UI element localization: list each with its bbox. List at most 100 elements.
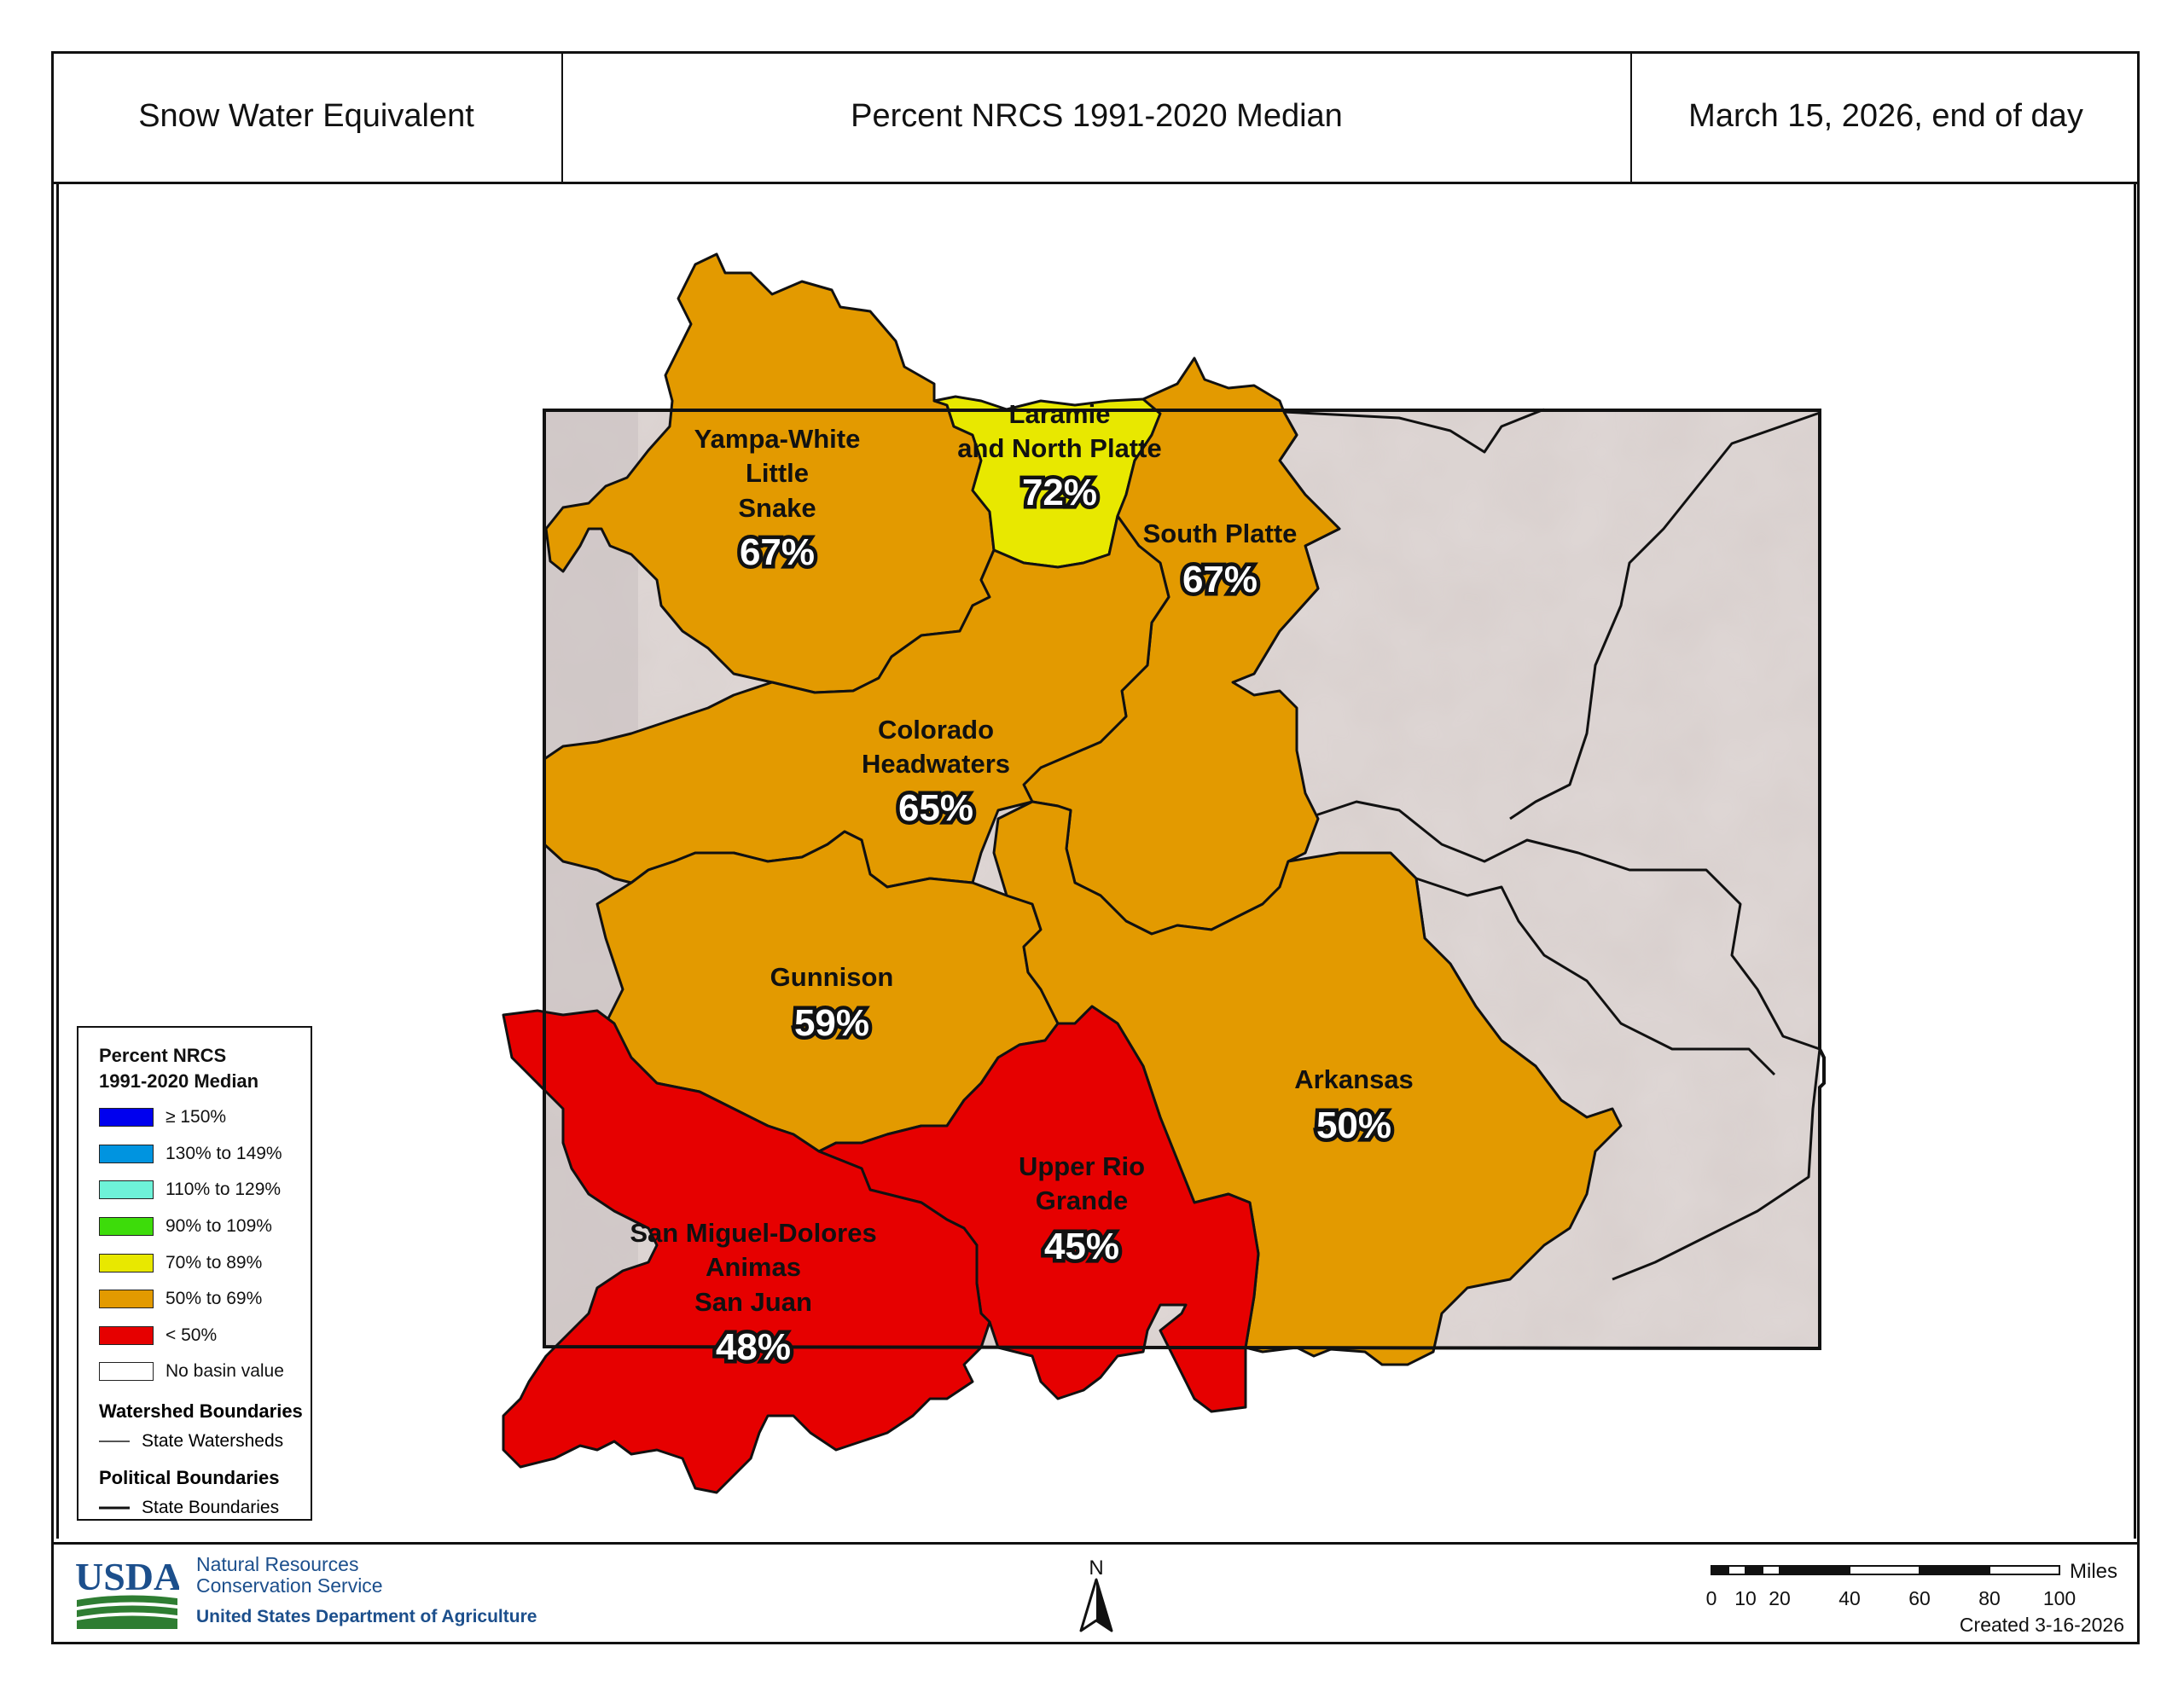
label-laramie-line2: and North Platte: [957, 433, 1161, 463]
label-gunnison-percent: 59%: [794, 1002, 869, 1044]
department-name: United States Department of Agriculture: [196, 1607, 537, 1626]
scale-segment: [1919, 1565, 1990, 1575]
legend-title-line1: Percent NRCS: [99, 1045, 227, 1066]
label-south-platte-line1: South Platte: [1143, 519, 1298, 548]
legend-item: 70% to 89%: [99, 1244, 311, 1281]
north-arrow-icon: N: [1079, 1557, 1113, 1632]
label-south-platte-percent: 67%: [1182, 559, 1258, 600]
state-boundary: [543, 409, 1826, 1351]
scale-tick: 20: [1769, 1587, 1791, 1609]
scale-segment: [1989, 1565, 2060, 1575]
legend-label: 110% to 129%: [166, 1180, 282, 1200]
label-colorado-headwaters-percent: 65%: [898, 787, 973, 829]
label-yampa-line1: Yampa-White: [694, 424, 861, 454]
label-arkansas-line1: Arkansas: [1294, 1064, 1414, 1094]
scale-tick: 60: [1908, 1587, 1931, 1609]
scale-tick: 0: [1706, 1587, 1717, 1609]
scale-tick: 40: [1838, 1587, 1861, 1609]
header-title-center: Percent NRCS 1991-2020 Median: [563, 51, 1632, 182]
label-san-miguel-percent: 48%: [716, 1326, 791, 1368]
legend-swatch-no-value: [99, 1362, 154, 1382]
legend-swatch-70: [99, 1253, 154, 1272]
agency-name: Natural Resources Conservation Service: [196, 1554, 383, 1597]
scale-ticks: 0 10 20 40 60 80 100: [1706, 1587, 2077, 1609]
label-laramie-percent: 72%: [1022, 472, 1097, 513]
label-upper-rio-grande-line1: Upper Rio: [1019, 1151, 1145, 1181]
legend-watershed-heading: Watershed Boundaries: [99, 1400, 303, 1422]
scale-unit: Miles: [2070, 1560, 2117, 1583]
basin-san-miguel: [502, 1009, 991, 1494]
north-arrow-fill: [1096, 1580, 1112, 1631]
legend-title-line2: 1991-2020 Median: [99, 1070, 259, 1092]
scale-segment: [1728, 1565, 1746, 1575]
header-date: March 15, 2026, end of day: [1688, 98, 2083, 134]
label-gunnison-line1: Gunnison: [770, 962, 894, 992]
legend-item: 130% to 149%: [99, 1136, 311, 1173]
legend-watershed-item: State Watersheds: [99, 1426, 311, 1457]
usda-logo-field-1: [77, 1595, 177, 1607]
label-upper-rio-grande-line2: Grande: [1036, 1186, 1129, 1215]
map-header: Snow Water Equivalent Percent NRCS 1991-…: [51, 51, 2140, 184]
map-footer: [51, 1542, 2140, 1644]
header-title-left: Snow Water Equivalent: [51, 51, 563, 182]
label-yampa-percent: 67%: [740, 531, 815, 573]
legend-swatch-below-50: [99, 1325, 154, 1345]
created-date: Created 3-16-2026: [1959, 1614, 2124, 1636]
legend-item: No basin value: [99, 1354, 311, 1390]
scale-bar: Miles 0 10 20 40 60 80 100: [1706, 1560, 2117, 1609]
legend-item: < 50%: [99, 1318, 311, 1354]
legend-label: 90% to 109%: [166, 1216, 272, 1237]
watershed-line-icon: [99, 1440, 130, 1442]
map-legend: Percent NRCS 1991-2020 Median ≥ 150% 130…: [77, 1026, 312, 1521]
legend-label: < 50%: [166, 1325, 218, 1345]
legend-item: 90% to 109%: [99, 1209, 311, 1245]
north-label: N: [1089, 1557, 1103, 1580]
legend-label: 130% to 149%: [166, 1143, 282, 1163]
label-san-miguel-line3: San Juan: [694, 1287, 812, 1317]
scale-bar-segments: [1711, 1565, 2060, 1575]
legend-item: 110% to 129%: [99, 1172, 311, 1209]
scale-tick: 80: [1978, 1587, 2001, 1609]
legend-swatch-90: [99, 1217, 154, 1237]
label-colorado-headwaters-line2: Headwaters: [862, 749, 1010, 779]
label-yampa-line3: Snake: [738, 493, 816, 523]
usda-logo-icon: USDA: [75, 1556, 179, 1629]
legend-item: 50% to 69%: [99, 1281, 311, 1318]
map-body: [56, 184, 2136, 1539]
label-san-miguel-line1: San Miguel-Dolores: [630, 1218, 876, 1248]
scale-segment: [1711, 1565, 1729, 1575]
label-arkansas-percent: 50%: [1316, 1104, 1391, 1146]
legend-watershed-label: State Watersheds: [142, 1430, 284, 1451]
legend-political-item: State Boundaries: [99, 1493, 311, 1523]
scale-segment: [1745, 1565, 1763, 1575]
legend-label: 70% to 89%: [166, 1252, 263, 1272]
usda-logo-field-3: [77, 1615, 177, 1629]
legend-item: ≥ 150%: [99, 1099, 311, 1136]
usda-logo-field-2: [77, 1605, 177, 1617]
agency-line-1: Natural Resources: [196, 1553, 359, 1575]
legend-swatch-130: [99, 1144, 154, 1163]
scale-segment: [1849, 1565, 1920, 1575]
scale-segment: [1779, 1565, 1850, 1575]
legend-swatch-50: [99, 1290, 154, 1309]
label-upper-rio-grande-percent: 45%: [1044, 1226, 1119, 1267]
label-san-miguel-line2: Animas: [706, 1252, 801, 1282]
legend-label: 50% to 69%: [166, 1289, 263, 1309]
legend-political-label: State Boundaries: [142, 1497, 280, 1517]
state-line-icon: [99, 1506, 130, 1510]
scale-tick: 100: [2043, 1587, 2076, 1609]
scale-segment: [1762, 1565, 1780, 1575]
label-laramie-line1: Laramie: [1009, 399, 1111, 429]
usda-logo-text: USDA: [75, 1556, 179, 1598]
legend-swatch-150: [99, 1108, 154, 1128]
basin-labels: Yampa-White Little Snake 67% Laramie and…: [630, 399, 1414, 1372]
scale-tick: 10: [1734, 1587, 1757, 1609]
label-colorado-headwaters-line1: Colorado: [878, 715, 994, 745]
legend-label: No basin value: [166, 1361, 284, 1382]
legend-swatch-110: [99, 1180, 154, 1200]
agency-line-2: Conservation Service: [196, 1574, 383, 1597]
legend-political-heading: Political Boundaries: [99, 1466, 280, 1488]
label-yampa-line2: Little: [746, 458, 809, 488]
legend-label: ≥ 150%: [166, 1107, 227, 1128]
